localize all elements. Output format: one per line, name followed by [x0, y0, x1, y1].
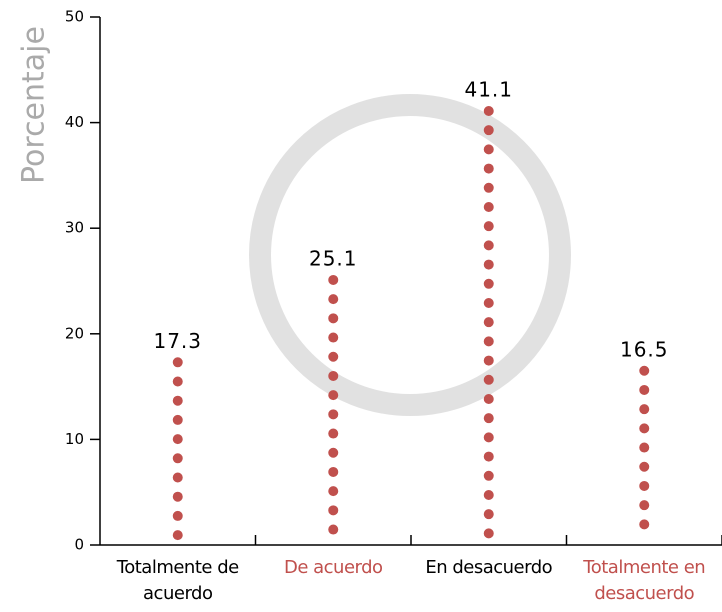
value-label: 41.1	[464, 77, 513, 101]
value-label: 16.5	[620, 337, 669, 361]
x-tick-label: En desacuerdo	[425, 557, 553, 578]
y-tick-label: 30	[65, 219, 84, 237]
value-label: 17.3	[153, 329, 202, 353]
y-tick-label: 50	[65, 8, 84, 26]
y-tick-label: 40	[65, 113, 84, 131]
value-label: 25.1	[309, 246, 358, 270]
watermark	[249, 94, 571, 416]
y-tick-label: 20	[65, 324, 84, 342]
y-axis-label: Porcentaje	[17, 26, 52, 184]
x-tick-label: Totalmente en desacuerdo	[583, 557, 706, 604]
y-tick-label: 10	[65, 430, 84, 448]
y-tick-label: 0	[74, 536, 84, 554]
x-tick-label: De acuerdo	[283, 557, 383, 578]
x-tick-label: Totalmente de acuerdo	[116, 557, 239, 604]
